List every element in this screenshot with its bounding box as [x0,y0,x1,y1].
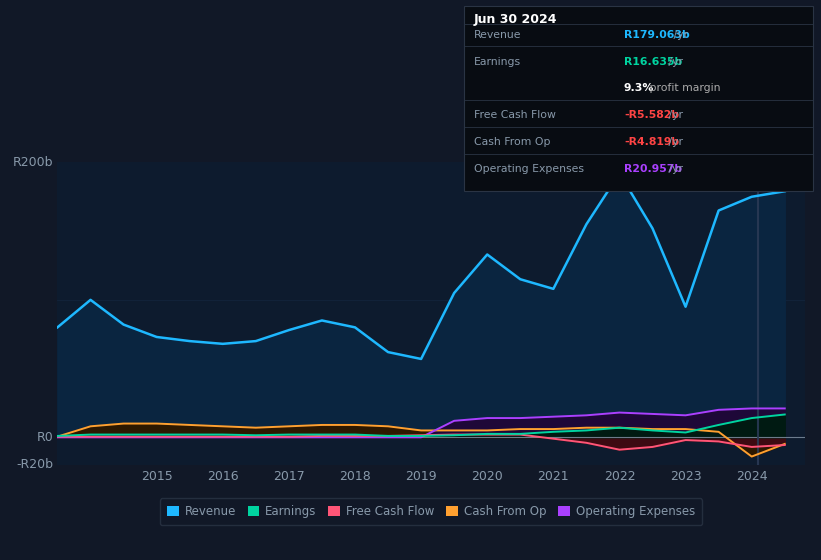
Text: R0: R0 [37,431,53,444]
Text: /yr: /yr [665,164,683,174]
Text: R179.063b: R179.063b [624,30,690,40]
Text: 9.3%: 9.3% [624,83,654,94]
Legend: Revenue, Earnings, Free Cash Flow, Cash From Op, Operating Expenses: Revenue, Earnings, Free Cash Flow, Cash … [159,498,703,525]
Text: Revenue: Revenue [474,30,521,40]
Text: profit margin: profit margin [646,83,721,94]
Text: /yr: /yr [670,30,688,40]
Text: R200b: R200b [13,156,53,169]
Text: /yr: /yr [665,57,683,67]
Text: Free Cash Flow: Free Cash Flow [474,110,556,120]
Text: -R4.819b: -R4.819b [624,137,679,147]
Text: Operating Expenses: Operating Expenses [474,164,584,174]
Text: R16.635b: R16.635b [624,57,682,67]
Text: -R5.582b: -R5.582b [624,110,679,120]
Text: Jun 30 2024: Jun 30 2024 [474,13,557,26]
Text: R20.957b: R20.957b [624,164,682,174]
Text: /yr: /yr [665,110,683,120]
Text: -R20b: -R20b [16,458,53,472]
Text: /yr: /yr [665,137,683,147]
Text: Earnings: Earnings [474,57,521,67]
Text: Cash From Op: Cash From Op [474,137,550,147]
